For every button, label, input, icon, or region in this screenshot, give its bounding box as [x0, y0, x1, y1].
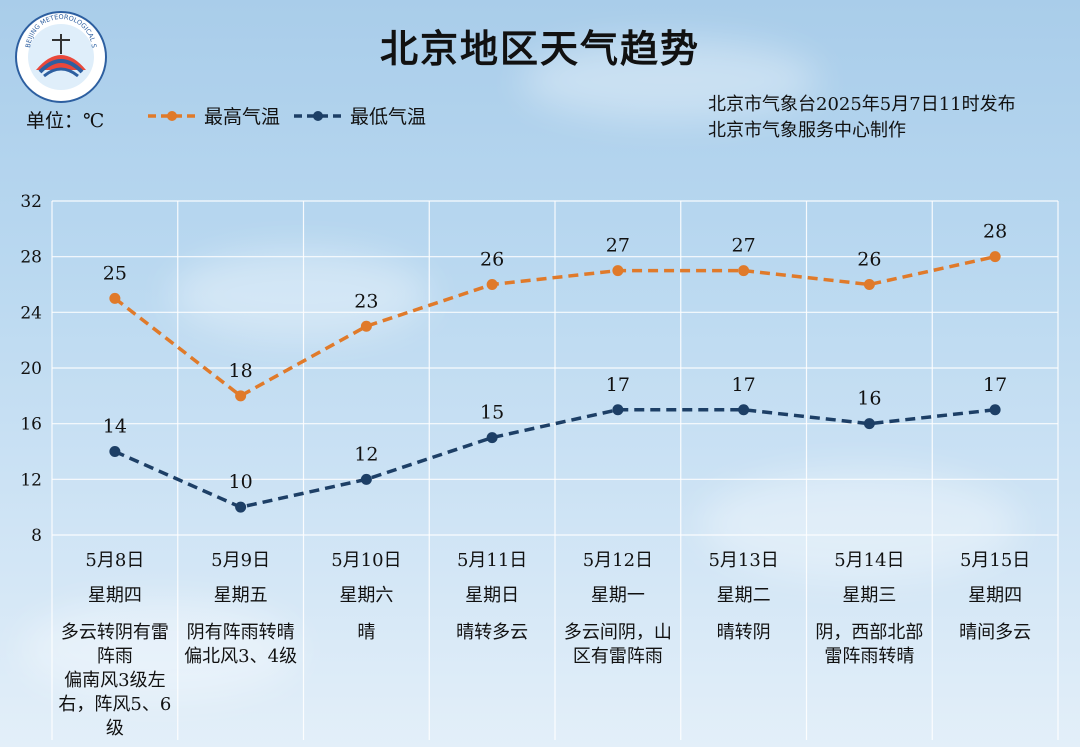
date-label: 5月12日 [582, 550, 654, 571]
data-label-low: 17 [983, 374, 1007, 396]
y-tick-label: 16 [20, 415, 42, 435]
data-point-low [863, 418, 875, 430]
background-cloud [520, 40, 820, 120]
background-cloud [700, 470, 1020, 580]
legend-high-label: 最高气温 [204, 106, 281, 128]
weather-text-line: 晴 [357, 622, 376, 643]
weekday-label: 星期三 [842, 585, 897, 606]
issuer-info: 北京市气象台2025年5月7日11时发布 北京市气象服务中心制作 [708, 92, 1016, 144]
y-tick-label: 28 [20, 248, 42, 268]
weather-text-line: 阵雨 [96, 646, 133, 667]
data-point-high [863, 279, 875, 290]
weather-text-line: 多云转阴有雷 [60, 622, 169, 643]
weather-text-line: 阴有阵雨转晴 [186, 622, 295, 643]
data-point-low [486, 432, 498, 444]
legend-high: 最高气温 [146, 102, 280, 129]
data-label-low: 10 [229, 471, 253, 493]
weekday-label: 星期五 [213, 585, 268, 606]
weather-text-line: 雷阵雨转晴 [824, 646, 915, 667]
date-label: 5月15日 [959, 550, 1031, 571]
data-point-low [989, 404, 1001, 416]
data-label-high: 28 [983, 221, 1007, 243]
weather-text-line: 晴转阴 [716, 622, 771, 643]
weekday-label: 星期一 [590, 585, 645, 606]
legend-high-marker [148, 110, 196, 121]
date-label: 5月8日 [85, 550, 145, 571]
y-tick-label: 20 [20, 359, 42, 379]
weather-text-line: 级 [105, 718, 124, 739]
data-label-high: 26 [480, 249, 504, 271]
y-tick-label: 8 [31, 526, 42, 546]
data-label-high: 25 [103, 262, 127, 284]
data-label-low: 17 [732, 374, 756, 396]
page-title: 北京地区天气趋势 [379, 26, 700, 71]
weather-text-line: 晴转多云 [456, 622, 529, 643]
beijing-meteorological-service-logo: BEIJING METEOROLOGICAL SERVICE 气象北京 [14, 10, 107, 103]
weather-text-line: 偏南风3级左 [64, 670, 166, 691]
legend-low-label: 最低气温 [350, 106, 427, 128]
data-label-high: 23 [354, 290, 378, 312]
date-label: 5月14日 [834, 550, 905, 571]
data-label-low: 16 [857, 388, 881, 410]
data-point-low [612, 404, 624, 416]
date-label: 5月13日 [708, 550, 779, 571]
weather-text-line: 晴间多云 [959, 622, 1032, 643]
date-label: 5月9日 [211, 550, 271, 571]
y-tick-label: 24 [20, 303, 42, 323]
weekday-label: 星期二 [716, 585, 771, 606]
data-label-low: 14 [103, 416, 127, 438]
weekday-label: 星期日 [465, 585, 520, 606]
data-point-low [109, 446, 121, 457]
weather-text-line: 多云间阴，山 [563, 622, 672, 643]
weather-text-line: 区有雷阵雨 [572, 646, 663, 667]
data-label-low: 15 [480, 402, 504, 424]
weekday-label: 星期四 [87, 585, 142, 606]
data-label-high: 27 [732, 235, 756, 257]
series-line-high [113, 254, 996, 398]
data-label-high: 27 [606, 235, 630, 257]
date-label: 5月10日 [331, 550, 402, 571]
unit-label: 单位：℃ [26, 110, 105, 132]
weather-text-line: 偏北风3、4级 [184, 646, 298, 667]
series-line-low [114, 408, 996, 509]
background-cloud [20, 600, 300, 700]
issuer-line-2: 北京市气象服务中心制作 [708, 120, 906, 141]
data-point-low [360, 473, 372, 485]
weekday-label: 星期六 [339, 585, 394, 606]
data-label-high: 18 [229, 360, 253, 382]
weather-text-line: 右，阵风5、6 [58, 694, 172, 715]
data-point-high [989, 251, 1001, 263]
data-point-high [738, 265, 750, 277]
background-cloud [170, 250, 430, 340]
data-point-high [612, 265, 624, 277]
data-point-high [109, 292, 121, 304]
data-label-high: 26 [857, 249, 881, 271]
data-point-low [235, 501, 247, 513]
legend-low: 最低气温 [292, 102, 426, 129]
date-label: 5月11日 [456, 550, 528, 571]
data-point-low [738, 404, 750, 416]
data-label-low: 17 [606, 374, 630, 396]
issuer-line-1: 北京市气象台2025年5月7日11时发布 [708, 94, 1016, 115]
data-point-high [235, 390, 247, 402]
weather-text-line: 阴，西部北部 [815, 622, 924, 643]
data-point-high [360, 320, 372, 332]
y-tick-label: 12 [20, 470, 42, 490]
data-point-high [486, 279, 498, 290]
y-tick-label: 32 [20, 192, 42, 212]
data-label-low: 12 [354, 443, 378, 465]
weekday-label: 星期四 [968, 585, 1023, 606]
legend-low-marker [294, 110, 342, 121]
